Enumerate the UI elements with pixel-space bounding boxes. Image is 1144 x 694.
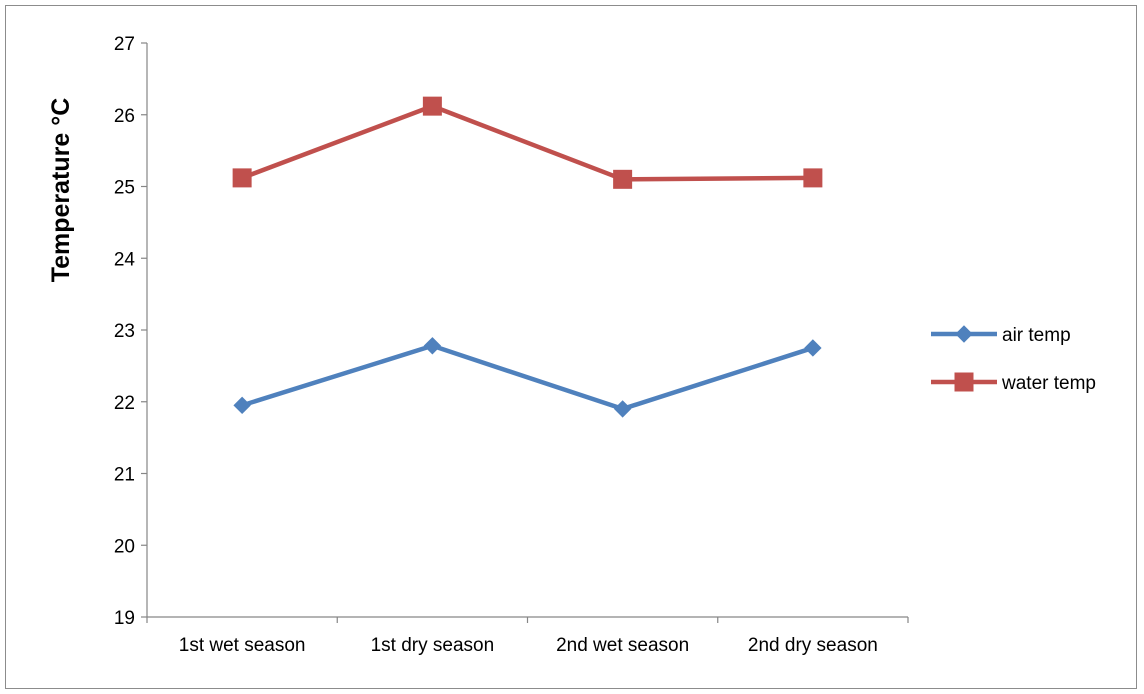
x-tick-label: 2nd wet season bbox=[556, 635, 689, 656]
data-point bbox=[803, 168, 823, 188]
line-chart: 19 20 21 22 23 24 25 26 27 1st wet season 1st dry… bbox=[47, 34, 1096, 656]
legend: air temp water temp bbox=[931, 325, 1096, 394]
legend-item: air temp bbox=[931, 325, 1071, 346]
data-point bbox=[233, 396, 251, 415]
legend-label: water temp bbox=[1001, 373, 1096, 394]
legend-marker bbox=[954, 372, 974, 392]
series-water-temp bbox=[232, 96, 823, 189]
axes bbox=[141, 42, 909, 623]
x-tick-label: 1st wet season bbox=[179, 635, 306, 656]
y-tick-label: 25 bbox=[114, 178, 135, 199]
legend-item: water temp bbox=[931, 372, 1096, 394]
legend-marker bbox=[955, 325, 973, 343]
data-point bbox=[613, 400, 632, 418]
x-tick-label: 2nd dry season bbox=[748, 635, 878, 656]
y-tick-label: 24 bbox=[114, 249, 136, 270]
y-tick-label: 23 bbox=[114, 321, 135, 342]
y-tick-labels: 19 20 21 22 23 24 25 26 27 bbox=[114, 34, 136, 629]
x-tick-label: 1st dry season bbox=[371, 635, 495, 656]
y-axis-title: Temperature °C bbox=[47, 98, 75, 283]
y-tick-label: 20 bbox=[114, 536, 135, 557]
series-line bbox=[241, 103, 813, 182]
data-point bbox=[423, 337, 442, 355]
data-point bbox=[232, 168, 252, 188]
series bbox=[232, 96, 823, 418]
y-tick-label: 26 bbox=[114, 106, 135, 127]
data-point bbox=[804, 339, 822, 357]
series-line bbox=[241, 343, 814, 412]
data-point bbox=[422, 96, 442, 116]
y-tick-label: 19 bbox=[114, 608, 135, 629]
chart-frame: 19 20 21 22 23 24 25 26 27 1st wet season 1st dry… bbox=[5, 5, 1137, 689]
legend-label: air temp bbox=[1002, 325, 1071, 346]
series-air-temp bbox=[233, 337, 822, 418]
y-tick-label: 22 bbox=[114, 393, 135, 414]
data-point bbox=[613, 169, 633, 189]
y-tick-label: 21 bbox=[114, 465, 135, 486]
y-tick-label: 27 bbox=[114, 34, 135, 55]
x-tick-labels: 1st wet season 1st dry season 2nd wet seas… bbox=[179, 635, 878, 656]
